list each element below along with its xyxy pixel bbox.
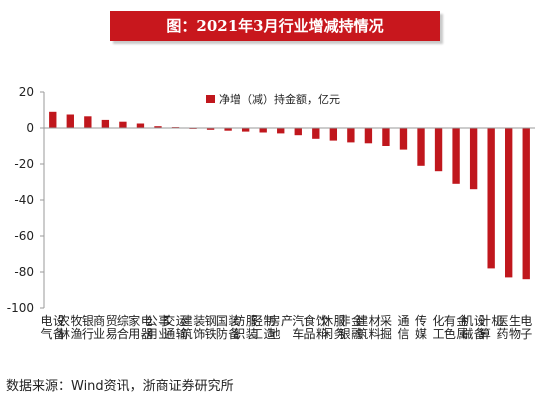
legend: 净增（减）持金额，亿元 bbox=[206, 92, 340, 106]
x-tick-label: 建筑材料 bbox=[356, 314, 381, 341]
bar bbox=[206, 128, 215, 130]
bar bbox=[294, 128, 302, 136]
source-note: 数据来源：Wind资讯，浙商证券研究所 bbox=[6, 379, 234, 394]
x-tick-label: 商业贸易 bbox=[93, 313, 118, 341]
bars bbox=[49, 111, 530, 280]
bar bbox=[505, 128, 513, 278]
y-tick-label: 20 bbox=[19, 85, 34, 99]
x-tick-label: 公用事业 bbox=[146, 314, 171, 341]
y-tick-label: -20 bbox=[14, 157, 34, 171]
bar bbox=[224, 128, 232, 131]
title-banner: 图：2021年3月行业增减持情况 bbox=[110, 11, 440, 41]
legend-swatch bbox=[206, 95, 215, 103]
bar bbox=[487, 128, 495, 269]
bar bbox=[49, 111, 57, 128]
x-tick-label: 有色金属 bbox=[444, 313, 469, 341]
bar bbox=[66, 114, 74, 128]
bar bbox=[84, 116, 92, 128]
y-tick-label: -40 bbox=[14, 193, 34, 207]
bar bbox=[382, 128, 390, 146]
x-tick-label: 综合 bbox=[117, 314, 129, 341]
y-tick-label: -100 bbox=[7, 301, 34, 315]
bar bbox=[136, 123, 145, 128]
x-tick-label: 汽车 bbox=[292, 313, 304, 341]
x-tick-label: 轻工制造 bbox=[251, 314, 276, 341]
bar bbox=[119, 121, 127, 128]
x-tick-label: 纺织服装 bbox=[233, 314, 258, 341]
x-tick-label: 食品饮料 bbox=[304, 313, 329, 341]
y-tick-label: 0 bbox=[26, 121, 34, 135]
x-tick-label: 交通运输 bbox=[163, 313, 188, 341]
bar bbox=[347, 128, 355, 143]
x-tick-label: 休闲服务 bbox=[321, 314, 346, 341]
bar bbox=[312, 128, 320, 139]
legend-label: 净增（减）持金额，亿元 bbox=[219, 92, 340, 106]
chart-title: 图：2021年3月行业增减持情况 bbox=[166, 17, 384, 35]
x-tick-label: 采掘 bbox=[380, 314, 392, 341]
x-tick-label: 房地产 bbox=[268, 313, 293, 341]
x-tick-label: 医药生物 bbox=[496, 314, 521, 341]
x-tick-label: 电气设备 bbox=[41, 314, 66, 341]
x-tick-label: 银行 bbox=[82, 314, 94, 341]
y-tick-label: -60 bbox=[14, 229, 34, 243]
x-tick-label: 计算机 bbox=[479, 314, 504, 341]
x-tick-label: 机械设备 bbox=[461, 314, 486, 341]
bar bbox=[434, 128, 443, 172]
x-tick-label: 农林牧渔 bbox=[58, 314, 83, 341]
x-tick-label: 家用电器 bbox=[128, 313, 153, 341]
x-tick-label: 通信 bbox=[397, 314, 409, 341]
bar bbox=[417, 128, 425, 166]
y-tick-label: -80 bbox=[14, 265, 34, 279]
bar bbox=[241, 128, 250, 132]
x-tick-label: 国防装备 bbox=[216, 314, 241, 341]
x-tick-label: 化工 bbox=[433, 314, 445, 341]
x-tick-label: 传媒 bbox=[415, 313, 427, 341]
bar bbox=[399, 128, 408, 150]
bar bbox=[522, 128, 530, 280]
bar bbox=[277, 128, 285, 134]
y-axis-ticks: 20 0 -20 -40 -60 -80 -100 bbox=[7, 85, 44, 315]
x-tick-label: 钢铁 bbox=[205, 314, 217, 341]
bar bbox=[469, 128, 478, 190]
bar bbox=[364, 128, 373, 144]
x-tick-label: 非银金融 bbox=[339, 313, 364, 341]
bar bbox=[329, 128, 338, 141]
bar bbox=[154, 126, 162, 128]
bar bbox=[101, 119, 110, 128]
bar bbox=[259, 128, 267, 133]
x-tick-label: 电子 bbox=[520, 314, 532, 341]
x-axis-labels: 电气设备农林牧渔银行商业贸易综合家用电器公用事业交通运输建筑装饰钢铁国防装备纺织… bbox=[41, 313, 533, 341]
x-tick-label: 建筑装饰 bbox=[181, 314, 206, 341]
bar bbox=[452, 128, 460, 184]
